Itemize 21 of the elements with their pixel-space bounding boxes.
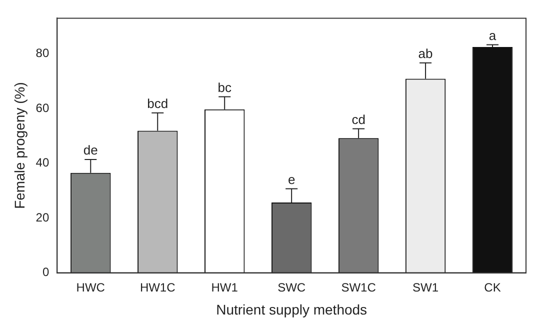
x-tick-label: CK — [484, 280, 501, 294]
y-tick-label: 20 — [36, 210, 50, 224]
annotation: bcd — [147, 96, 168, 111]
y-tick-label: 40 — [36, 156, 50, 170]
x-tick-label: HWC — [76, 280, 106, 294]
y-axis-title: Female progeny (%) — [11, 82, 28, 209]
x-tick-label: SW1 — [412, 280, 439, 294]
annotation: bc — [218, 80, 232, 95]
annotation: cd — [352, 112, 366, 127]
x-tick-label: SWC — [278, 280, 306, 294]
annotation: a — [488, 28, 497, 43]
y-tick-label: 80 — [36, 46, 50, 60]
x-axis-title: Nutrient supply methods — [216, 301, 368, 318]
y-tick-label: 60 — [36, 100, 50, 115]
x-tick-label: HW1C — [140, 280, 176, 294]
x-tick-label: SW1C — [341, 280, 376, 294]
x-tick-label: HW1 — [211, 280, 238, 294]
annotation: e — [288, 172, 296, 187]
annotation: ab — [418, 46, 433, 61]
annotation: de — [83, 142, 98, 158]
y-tick-label: 0 — [42, 265, 50, 280]
